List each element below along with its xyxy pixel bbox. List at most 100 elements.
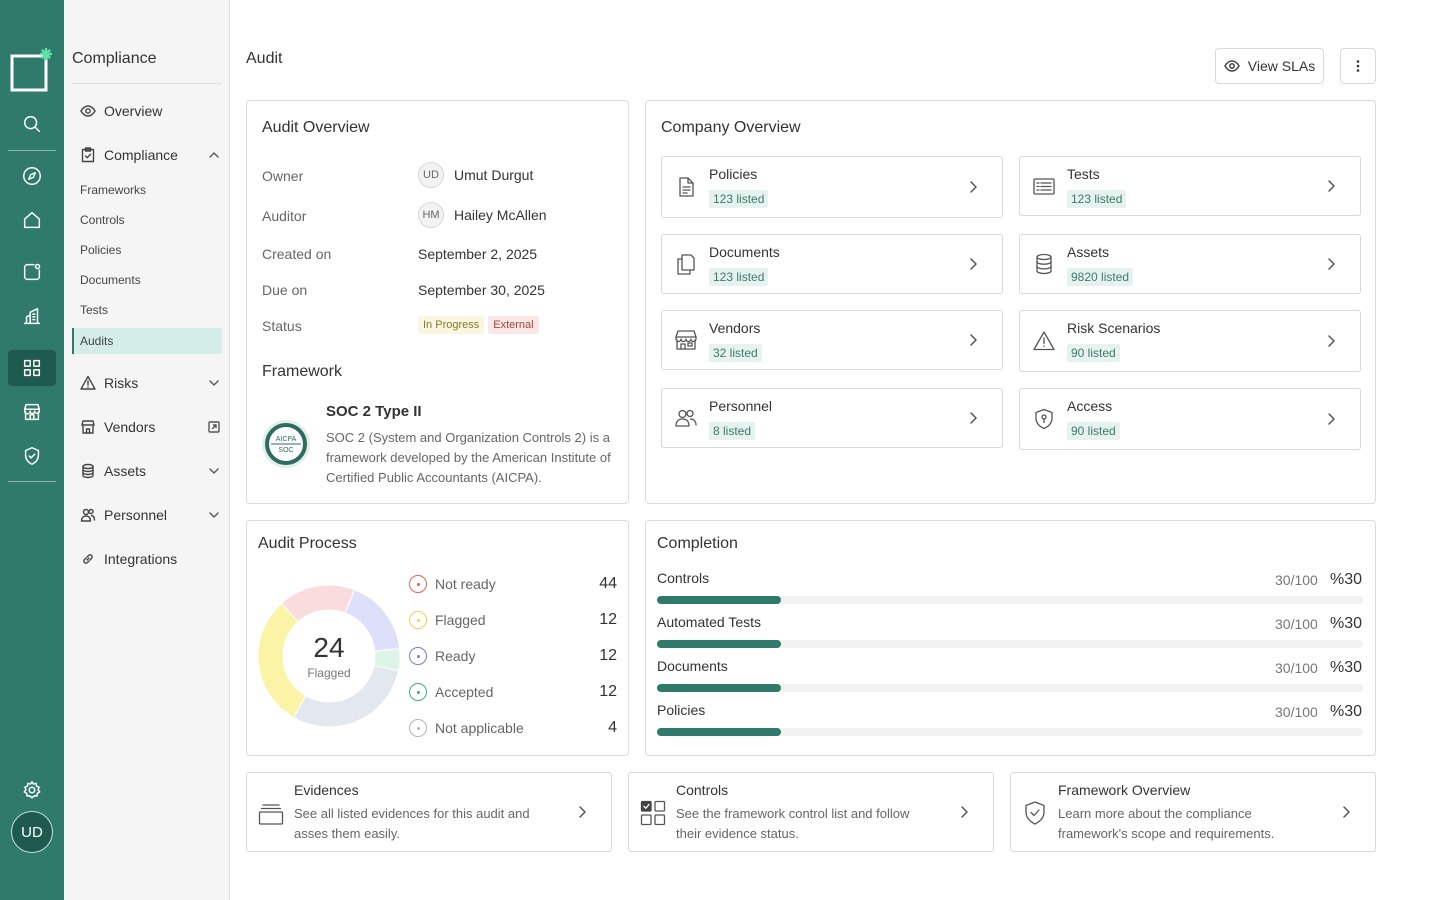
created-label: Created on <box>262 246 332 262</box>
legend-label: Not ready <box>435 576 496 592</box>
status-dot-icon <box>409 683 427 701</box>
sidebar-subitem-controls[interactable]: Controls <box>80 213 125 227</box>
tile-name: Vendors <box>709 320 761 336</box>
progress-track <box>657 728 1363 736</box>
compass-icon[interactable] <box>12 158 52 194</box>
sidebar: Compliance Overview Compliance Framework… <box>64 0 230 900</box>
sidebar-subitem-policies[interactable]: Policies <box>80 243 122 257</box>
gear-icon[interactable] <box>12 772 52 808</box>
status-value: In Progress External <box>418 316 539 334</box>
completion-card: Completion Controls 30/100 %30 Automated… <box>645 520 1376 756</box>
sidebar-subitem-audits[interactable]: Audits <box>72 328 222 354</box>
tile-tests[interactable]: Tests 123 listed <box>1019 156 1361 216</box>
tile-count: 123 listed <box>1067 190 1127 208</box>
sidebar-title: Compliance <box>72 50 157 67</box>
audit-overview-card: Audit Overview Owner UD Umut Durgut Audi… <box>246 100 629 504</box>
aicpa-soc-logo: AICPA SOC <box>262 420 310 468</box>
tile-policies[interactable]: Policies 123 listed <box>661 156 1003 218</box>
sidebar-item-label: Risks <box>104 375 139 391</box>
dashboard-grid-icon[interactable] <box>8 350 56 386</box>
sidebar-item-personnel[interactable]: Personnel <box>72 500 222 530</box>
notification-icon[interactable] <box>12 254 52 290</box>
chevron-down-icon[interactable] <box>206 375 222 391</box>
logo-text-bottom: SOC <box>278 447 293 454</box>
link-card-description: See the framework control list and follo… <box>676 806 910 841</box>
search-icon[interactable] <box>12 106 52 142</box>
sidebar-item-compliance[interactable]: Compliance <box>72 140 222 170</box>
progress-fill <box>657 640 782 648</box>
progress-fraction: 30/100 <box>1275 572 1318 588</box>
grid-check-icon <box>639 799 667 827</box>
tile-risk-scenarios[interactable]: Risk Scenarios 90 listed <box>1019 310 1361 372</box>
created-value: September 2, 2025 <box>418 246 538 262</box>
people-icon <box>72 507 104 523</box>
progress-percent: %30 <box>1330 615 1363 632</box>
donut-slice-not-applicable <box>292 664 400 727</box>
auditor-avatar: HM <box>418 202 444 228</box>
tile-documents[interactable]: Documents 123 listed <box>661 234 1003 294</box>
chevron-down-icon[interactable] <box>206 507 222 523</box>
donut-center: 24 Flagged <box>258 585 400 727</box>
sidebar-subitem-documents[interactable]: Documents <box>80 273 141 287</box>
legend-label: Not applicable <box>435 720 524 736</box>
audit-process-donut <box>258 585 400 727</box>
progress-percent: %30 <box>1330 703 1363 720</box>
chevron-right-icon <box>966 180 980 194</box>
chevron-right-icon <box>966 333 980 347</box>
store-icon[interactable] <box>12 394 52 430</box>
legend-ready[interactable]: Ready 12 <box>409 644 617 668</box>
store-icon <box>72 419 104 435</box>
company-overview-card: Company Overview Policies 123 listed Tes… <box>645 100 1376 504</box>
avatar[interactable]: UD <box>11 811 53 853</box>
audit-process-card: Audit Process 24 Flagged Not ready 44 Fl… <box>246 520 629 756</box>
eye-icon <box>72 103 104 119</box>
shield-check-icon[interactable] <box>12 438 52 474</box>
progress-label: Policies <box>657 702 706 718</box>
tile-access[interactable]: Access 90 listed <box>1019 388 1361 450</box>
sidebar-item-assets[interactable]: Assets <box>72 456 222 486</box>
chevron-down-icon[interactable] <box>206 463 222 479</box>
legend-value: 12 <box>599 683 617 700</box>
sidebar-item-vendors[interactable]: Vendors <box>72 412 222 442</box>
view-slas-label: View SLAs <box>1247 58 1316 74</box>
inbox-icon <box>257 799 285 827</box>
legend-not-ready[interactable]: Not ready 44 <box>409 572 617 596</box>
database-icon <box>1032 252 1056 276</box>
tile-assets[interactable]: Assets 9820 listed <box>1019 234 1361 294</box>
legend-not-applicable[interactable]: Not applicable 4 <box>409 716 617 740</box>
legend-flagged[interactable]: Flagged 12 <box>409 608 617 632</box>
legend-accepted[interactable]: Accepted 12 <box>409 680 617 704</box>
warning-icon <box>72 375 104 391</box>
link-card-description: See all listed evidences for this audit … <box>294 806 530 841</box>
building-chart-icon[interactable] <box>12 298 52 334</box>
tile-count: 123 listed <box>709 190 769 208</box>
tile-personnel[interactable]: Personnel 8 listed <box>661 388 1003 448</box>
external-link-icon[interactable] <box>206 419 222 435</box>
auditor-value: HM Hailey McAllen <box>418 202 547 228</box>
shield-lock-icon <box>1032 407 1056 431</box>
sidebar-subitem-tests[interactable]: Tests <box>80 303 109 317</box>
view-slas-button[interactable]: View SLAs <box>1215 48 1324 84</box>
home-icon[interactable] <box>12 202 52 238</box>
progress-fraction: 30/100 <box>1275 660 1318 676</box>
sidebar-item-overview[interactable]: Overview <box>72 96 222 126</box>
clipboard-check-icon <box>72 147 104 163</box>
more-options-button[interactable] <box>1340 48 1376 84</box>
legend-value: 4 <box>608 719 617 736</box>
page-title: Audit <box>246 50 283 67</box>
sidebar-subitem-frameworks[interactable]: Frameworks <box>80 183 147 197</box>
chevron-up-icon[interactable] <box>206 147 222 163</box>
progress-percent: %30 <box>1330 659 1363 676</box>
controls-card[interactable]: Controls See the framework control list … <box>628 772 994 852</box>
framework-name[interactable]: SOC 2 Type II <box>326 403 422 420</box>
people-icon <box>674 406 698 430</box>
evidences-card[interactable]: Evidences See all listed evidences for t… <box>246 772 612 852</box>
logo-text-top: AICPA <box>276 436 297 443</box>
chevron-right-icon <box>966 411 980 425</box>
logo-icon[interactable] <box>10 48 54 92</box>
sidebar-item-risks[interactable]: Risks <box>72 368 222 398</box>
tile-vendors[interactable]: Vendors 32 listed <box>661 310 1003 370</box>
framework-overview-card[interactable]: Framework Overview Learn more about the … <box>1010 772 1376 852</box>
sidebar-item-integrations[interactable]: Integrations <box>72 544 222 574</box>
chevron-right-icon <box>1324 412 1338 426</box>
